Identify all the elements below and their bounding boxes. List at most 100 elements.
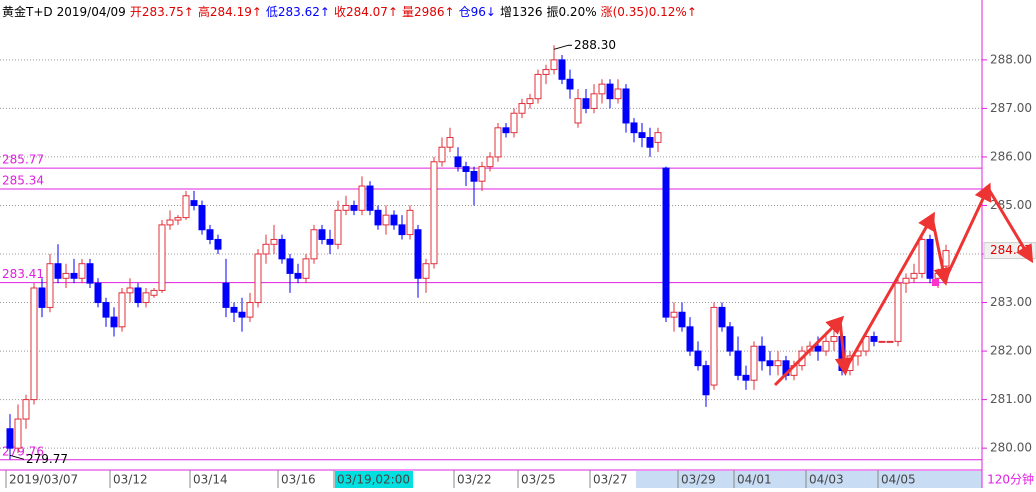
candle-body: [278, 238, 286, 260]
candle-body: [254, 253, 262, 304]
candle-body: [814, 345, 822, 352]
drawn-arrows: [773, 182, 1034, 387]
candle-body: [38, 287, 46, 308]
header-item: 高284.19↑: [198, 4, 262, 19]
arrow: [943, 182, 992, 281]
candle-body: [678, 311, 686, 328]
candle-body: [566, 78, 574, 90]
candle-body: [94, 282, 102, 304]
x-tick-label: 03/19,02:00: [337, 473, 410, 487]
header-item: 低283.62↑: [266, 5, 330, 19]
candle-body: [718, 306, 726, 328]
candle-body: [862, 336, 870, 352]
header-item: 2019/04/09: [57, 5, 126, 19]
candle-body: [126, 287, 134, 294]
arrow: [930, 216, 952, 286]
candle-body: [830, 336, 838, 342]
candle-body: [326, 238, 334, 245]
x-tick-label: 03/25: [521, 473, 556, 487]
crosshair-date-box: [335, 471, 413, 488]
candle-body: [294, 272, 302, 279]
y-tick-label: 283.00: [990, 295, 1032, 309]
candle-body: [750, 345, 758, 381]
high-pointer: [553, 44, 569, 50]
candle-body: [246, 302, 254, 318]
candle-body: [894, 282, 902, 342]
candle-body: [398, 224, 406, 236]
candle-body: [542, 69, 550, 75]
candle-body: [478, 166, 486, 182]
header-item: 仓96↓: [459, 5, 496, 19]
x-tick-label: 03/16: [281, 473, 316, 487]
candle-body: [454, 156, 462, 168]
candle-body: [558, 59, 566, 80]
candle-body: [430, 161, 438, 265]
candle-body: [70, 272, 78, 279]
candle-body: [918, 238, 926, 274]
header-item: 涨(0.35)0.12%↑: [601, 4, 697, 19]
candle-body: [758, 345, 766, 362]
candle-body: [262, 243, 270, 255]
candle-body: [462, 166, 470, 172]
candle-body: [286, 258, 294, 274]
candle-body: [374, 209, 382, 226]
x-tick-label: 03/27: [593, 473, 628, 487]
candle-body: [182, 195, 190, 219]
y-tick-label: 287.00: [990, 101, 1032, 115]
candle-body: [926, 238, 934, 279]
candle-body: [230, 306, 238, 313]
candle-body: [102, 302, 110, 318]
candle-body: [494, 127, 502, 158]
level-label: 285.34: [2, 173, 44, 187]
candle-body: [934, 272, 942, 279]
x-tick-label: 2019/03/07: [9, 473, 78, 487]
candle-body: [54, 263, 62, 279]
y-tick-label: 281.00: [990, 392, 1032, 406]
candle-body: [86, 263, 94, 284]
x-tick-label: 04/01: [737, 473, 772, 487]
candle-body: [710, 306, 718, 386]
candle-body: [526, 98, 534, 105]
period-label: 120分钟: [987, 472, 1034, 487]
candle-body: [166, 219, 174, 226]
candle-body: [318, 229, 326, 240]
x-tick-label: 03/22: [457, 473, 492, 487]
header-item: 黄金T+D: [2, 4, 53, 19]
candle-body: [630, 122, 638, 134]
candle-body: [350, 204, 358, 211]
candle-body: [510, 112, 518, 134]
marker-square: [932, 279, 939, 286]
candle-body: [78, 263, 86, 279]
candle-body: [662, 167, 670, 318]
candle-body: [702, 365, 710, 396]
candle-body: [142, 292, 150, 304]
candle-body: [910, 272, 918, 279]
plot: 280.00281.00282.00283.00284.00285.00286.…: [0, 38, 1036, 488]
candle-body: [686, 326, 694, 352]
arrow: [843, 211, 935, 371]
candle-body: [886, 340, 894, 343]
x-tick-label: 03/14: [193, 473, 228, 487]
candle-body: [206, 229, 214, 240]
candle-body: [382, 214, 390, 226]
arrow: [834, 319, 853, 376]
candle-body: [366, 185, 374, 211]
candle-body: [606, 83, 614, 100]
candle-body: [766, 360, 774, 367]
candle-body: [438, 146, 446, 163]
candle-body: [422, 263, 430, 279]
high-label: 288.30: [574, 38, 616, 52]
candle-body: [726, 326, 734, 352]
header-item: 开283.75↑: [130, 5, 194, 19]
candle-body: [238, 311, 246, 318]
candle-body: [446, 137, 454, 148]
low-pointer: [9, 454, 25, 460]
candle-body: [174, 217, 182, 221]
candle-body: [118, 292, 126, 328]
candle-body: [214, 238, 222, 250]
candle-body: [654, 132, 662, 143]
header-item: 振0.20%: [546, 5, 596, 19]
candle-body: [734, 350, 742, 376]
x-tick-label: 04/05: [881, 473, 916, 487]
candle-body: [878, 340, 886, 343]
